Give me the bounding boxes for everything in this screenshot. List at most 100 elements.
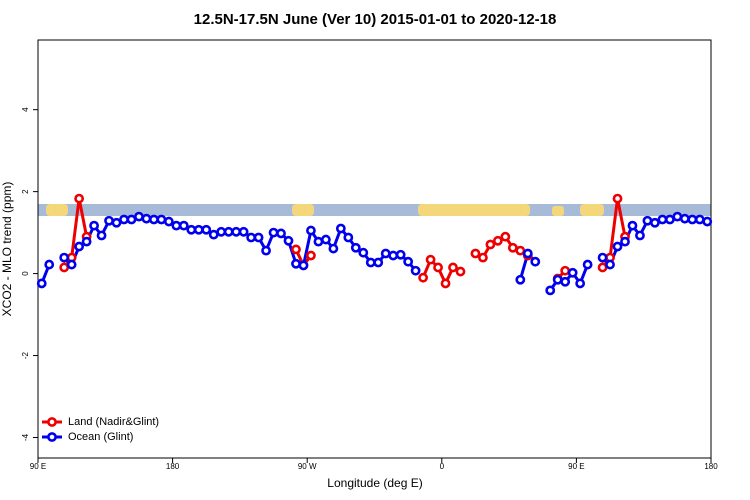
point <box>149 214 159 225</box>
point <box>380 248 391 259</box>
point <box>679 213 690 224</box>
point <box>560 276 571 287</box>
point <box>694 214 705 225</box>
point <box>89 220 99 231</box>
point <box>448 262 458 273</box>
point <box>395 249 406 260</box>
y-axis-label: XCO2 - MLO trend (ppm) <box>0 182 14 317</box>
y-tick-label: 0 <box>21 271 30 276</box>
point <box>365 257 376 268</box>
plot-frame <box>37 39 712 459</box>
x-tick-label: 90 E <box>568 462 584 471</box>
point <box>163 216 174 227</box>
point <box>44 259 55 270</box>
point <box>597 262 608 273</box>
point <box>261 245 271 256</box>
point <box>246 232 257 243</box>
y-tick-label: 4 <box>21 107 30 112</box>
point <box>545 285 556 296</box>
point <box>291 244 301 255</box>
point <box>231 226 242 237</box>
point <box>515 245 526 256</box>
point <box>478 252 488 263</box>
point <box>186 224 197 235</box>
legend-marker <box>47 432 57 442</box>
y-tick-label: -2 <box>21 351 30 359</box>
point <box>156 214 167 225</box>
point <box>410 265 421 276</box>
point <box>403 256 414 267</box>
point <box>560 265 571 276</box>
point <box>178 220 189 231</box>
point <box>208 229 219 240</box>
point <box>650 217 660 228</box>
point <box>358 247 369 258</box>
point <box>515 274 526 285</box>
point <box>425 254 436 265</box>
point <box>283 235 294 246</box>
point <box>141 213 152 224</box>
x-tick-label: 180 <box>166 462 180 471</box>
point <box>687 214 698 225</box>
point <box>59 262 70 273</box>
legend-label: Land (Nadir&Glint) <box>68 416 159 428</box>
point <box>216 226 227 237</box>
point <box>605 259 615 270</box>
point <box>664 214 675 225</box>
point <box>440 278 451 289</box>
point <box>126 214 137 225</box>
point <box>306 225 316 236</box>
x-tick-label: 90 W <box>298 462 317 471</box>
x-tick-label: 90 E <box>30 462 46 471</box>
point <box>306 250 316 261</box>
point <box>597 252 608 263</box>
point <box>627 220 638 231</box>
land-patches <box>46 204 604 216</box>
y-tick-label: 2 <box>21 189 30 194</box>
point <box>201 224 212 235</box>
point <box>485 239 496 250</box>
point <box>238 226 249 237</box>
point <box>657 214 668 225</box>
point <box>171 220 182 231</box>
point <box>642 215 653 226</box>
point <box>350 242 361 253</box>
point <box>530 256 541 267</box>
x-tick-label: 180 <box>704 462 718 471</box>
point <box>328 243 339 254</box>
point <box>74 193 85 204</box>
point <box>702 216 713 227</box>
point <box>96 230 107 241</box>
point <box>552 274 563 285</box>
point <box>320 234 331 245</box>
point <box>433 262 443 273</box>
point <box>388 250 399 261</box>
point <box>313 236 324 247</box>
point <box>418 272 429 283</box>
point <box>612 241 623 252</box>
point <box>59 252 70 263</box>
point <box>104 215 114 226</box>
point <box>492 235 503 246</box>
point <box>193 224 204 235</box>
point <box>298 260 309 271</box>
point <box>335 223 346 234</box>
legend-marker <box>47 417 57 427</box>
point <box>66 259 77 270</box>
point <box>507 242 518 253</box>
point <box>635 230 645 241</box>
x-tick-label: 0 <box>440 462 445 471</box>
point <box>575 278 586 289</box>
point <box>455 266 466 277</box>
point <box>276 228 286 239</box>
point <box>373 257 384 268</box>
point <box>111 217 122 228</box>
chart-title: 12.5N-17.5N June (Ver 10) 2015-01-01 to … <box>194 11 557 28</box>
point <box>291 258 301 269</box>
point <box>74 241 85 252</box>
point <box>612 193 623 204</box>
point <box>223 226 234 237</box>
point <box>567 267 578 278</box>
point <box>253 232 264 243</box>
